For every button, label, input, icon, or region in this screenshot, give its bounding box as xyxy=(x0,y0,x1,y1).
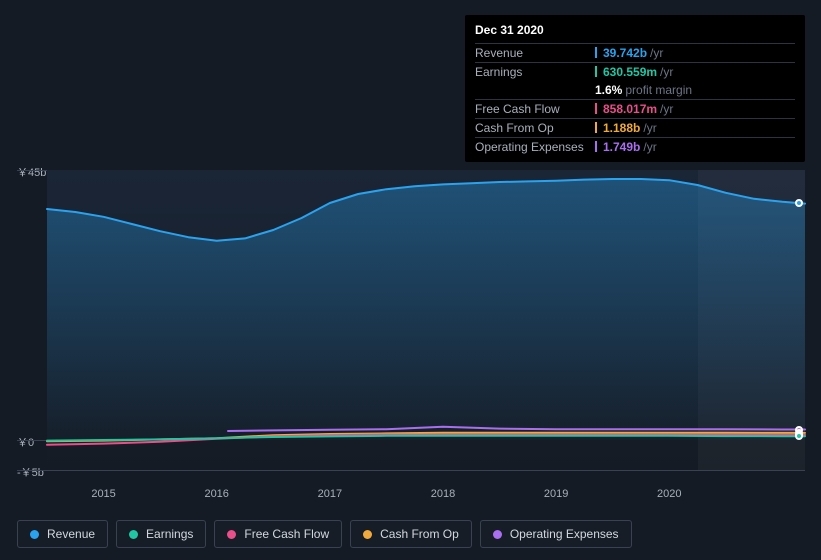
tooltip-suffix: /yr xyxy=(643,121,656,135)
x-tick-label: 2018 xyxy=(431,488,455,500)
tooltip-value-cell: 1.6%profit margin xyxy=(595,83,795,97)
chart-tooltip: Dec 31 2020 Revenue39.742b/yrEarnings630… xyxy=(465,15,805,162)
series-marker-icon xyxy=(595,66,601,77)
profit-margin-value: 1.6% xyxy=(595,83,622,97)
x-tick-label: 2017 xyxy=(318,488,342,500)
chart-legend: Revenue Earnings Free Cash Flow Cash From O… xyxy=(17,520,632,548)
chart-lines xyxy=(47,170,805,470)
legend-item-earnings[interactable]: Earnings xyxy=(116,520,206,548)
tooltip-value-cell: 1.749b/yr xyxy=(595,140,795,154)
tooltip-label: Operating Expenses xyxy=(475,140,595,154)
tooltip-label: Revenue xyxy=(475,46,595,60)
legend-item-cfo[interactable]: Cash From Op xyxy=(350,520,472,548)
tooltip-value: 39.742b xyxy=(603,46,647,60)
legend-swatch-icon xyxy=(30,530,39,539)
legend-label: Earnings xyxy=(146,527,193,541)
legend-swatch-icon xyxy=(363,530,372,539)
chart-plot[interactable]: 201520162017201820192020 xyxy=(47,170,805,470)
tooltip-suffix: /yr xyxy=(650,46,663,60)
tooltip-row-profit-margin: 1.6%profit margin xyxy=(475,81,795,99)
tooltip-label xyxy=(475,83,595,97)
tooltip-row-opex: Operating Expenses1.749b/yr xyxy=(475,137,795,156)
tooltip-row-revenue: Revenue39.742b/yr xyxy=(475,43,795,62)
tooltip-value: 858.017m xyxy=(603,102,657,116)
legend-swatch-icon xyxy=(129,530,138,539)
tooltip-label: Earnings xyxy=(475,65,595,79)
legend-label: Operating Expenses xyxy=(510,527,619,541)
legend-item-revenue[interactable]: Revenue xyxy=(17,520,108,548)
x-tick-label: 2015 xyxy=(91,488,115,500)
tooltip-value: 1.188b xyxy=(603,121,640,135)
tooltip-suffix: /yr xyxy=(660,102,673,116)
x-tick-label: 2020 xyxy=(657,488,681,500)
profit-margin-label: profit margin xyxy=(625,83,692,97)
tooltip-row-fcf: Free Cash Flow858.017m/yr xyxy=(475,99,795,118)
chart-area: ￥45b ￥0 -￥5b 201520162017201820192020 xyxy=(17,155,805,485)
tooltip-value-cell: 1.188b/yr xyxy=(595,121,795,135)
legend-label: Cash From Op xyxy=(380,527,459,541)
tooltip-value: 630.559m xyxy=(603,65,657,79)
area-revenue xyxy=(47,179,805,440)
tooltip-date: Dec 31 2020 xyxy=(475,23,795,37)
tooltip-value-cell: 858.017m/yr xyxy=(595,102,795,116)
legend-label: Revenue xyxy=(47,527,95,541)
legend-item-opex[interactable]: Operating Expenses xyxy=(480,520,632,548)
y-gridline xyxy=(17,470,805,471)
tooltip-value-cell: 630.559m/yr xyxy=(595,65,795,79)
series-marker-icon xyxy=(595,47,601,58)
tooltip-row-cfo: Cash From Op1.188b/yr xyxy=(475,118,795,137)
y-tick-label: ￥0 xyxy=(17,434,47,450)
series-marker-icon xyxy=(595,103,601,114)
x-tick-label: 2016 xyxy=(204,488,228,500)
legend-swatch-icon xyxy=(227,530,236,539)
tooltip-row-earnings: Earnings630.559m/yr xyxy=(475,62,795,81)
tooltip-suffix: /yr xyxy=(643,140,656,154)
y-tick-label: ￥45b xyxy=(17,164,47,180)
cursor-dot-earnings xyxy=(795,432,803,440)
series-marker-icon xyxy=(595,122,601,133)
tooltip-suffix: /yr xyxy=(660,65,673,79)
legend-label: Free Cash Flow xyxy=(244,527,329,541)
tooltip-label: Free Cash Flow xyxy=(475,102,595,116)
legend-item-fcf[interactable]: Free Cash Flow xyxy=(214,520,342,548)
tooltip-value: 1.749b xyxy=(603,140,640,154)
series-marker-icon xyxy=(595,141,601,152)
tooltip-label: Cash From Op xyxy=(475,121,595,135)
x-tick-label: 2019 xyxy=(544,488,568,500)
y-tick-label: -￥5b xyxy=(17,464,47,480)
tooltip-value-cell: 39.742b/yr xyxy=(595,46,795,60)
legend-swatch-icon xyxy=(493,530,502,539)
cursor-dot-revenue xyxy=(795,199,803,207)
